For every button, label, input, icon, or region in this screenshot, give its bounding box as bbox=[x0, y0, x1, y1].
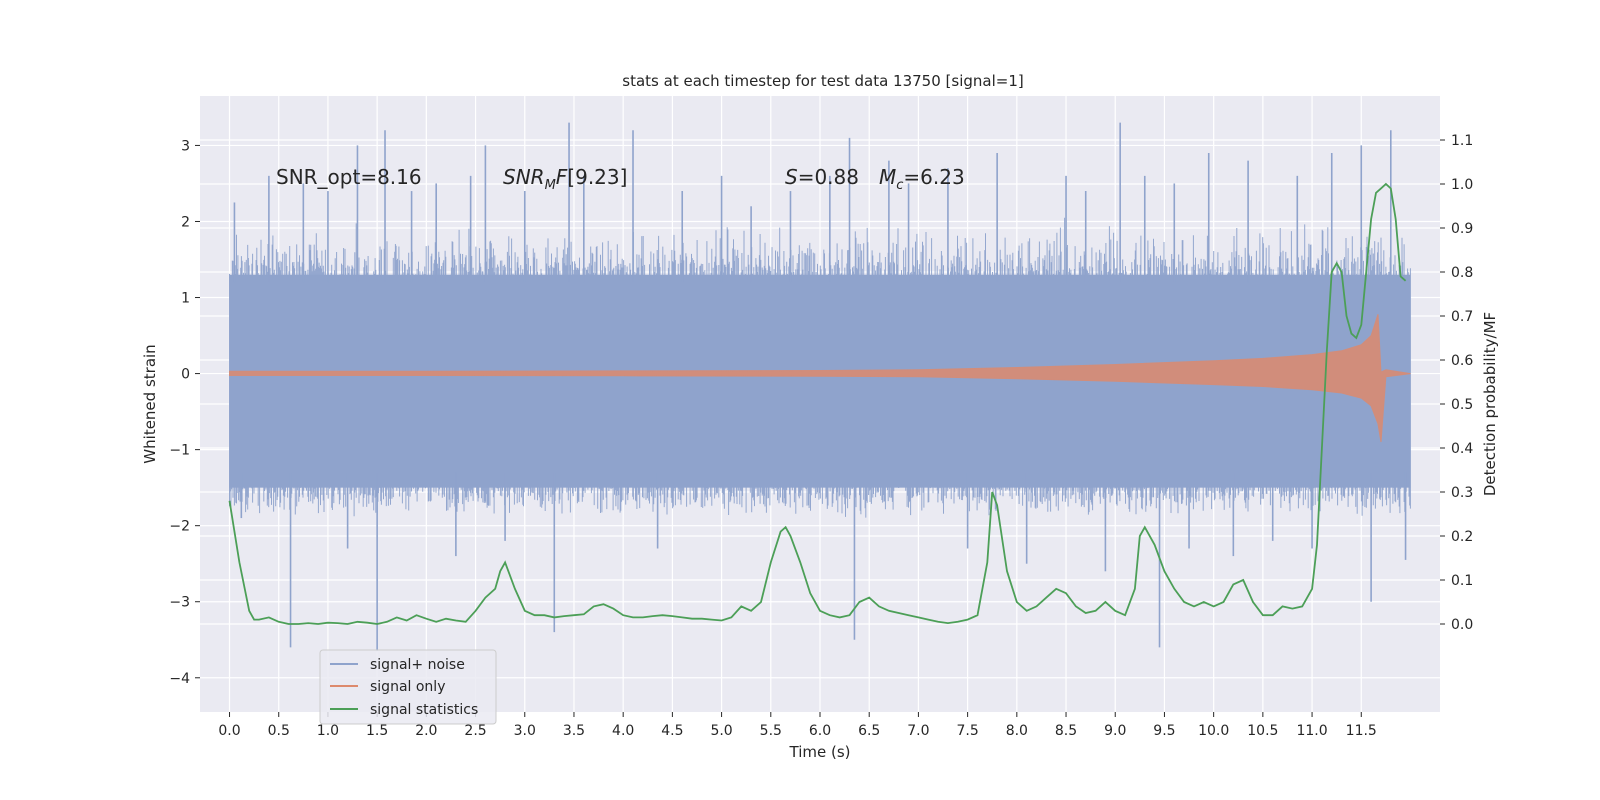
y-tick-label: −1 bbox=[169, 443, 190, 459]
y-tick-label: 2 bbox=[181, 214, 190, 230]
x-tick-label: 6.5 bbox=[858, 723, 880, 739]
annotation-mc-value: Mc=6.23 bbox=[879, 165, 965, 193]
legend-label-signal-statistics: signal statistics bbox=[370, 702, 478, 718]
x-tick-label: 4.0 bbox=[612, 723, 634, 739]
y-tick-label: 0 bbox=[181, 367, 190, 383]
x-tick-label: 5.5 bbox=[760, 723, 782, 739]
y-right-tick-label: 0.9 bbox=[1451, 221, 1473, 237]
legend-label-signal-noise: signal+ noise bbox=[370, 657, 465, 673]
annotation-snr-mf: SNRMF[9.23] bbox=[503, 165, 627, 193]
y-axis-label-right: Detection probability/MF bbox=[1481, 312, 1499, 496]
series-signal-only bbox=[229, 314, 1411, 443]
x-tick-label: 8.0 bbox=[1006, 723, 1028, 739]
annotation-snr-opt: SNR_opt=8.16 bbox=[276, 165, 422, 189]
y-tick-label: 1 bbox=[181, 291, 190, 307]
x-tick-label: 7.5 bbox=[956, 723, 978, 739]
x-tick-label: 9.0 bbox=[1104, 723, 1126, 739]
x-tick-label: 2.5 bbox=[464, 723, 486, 739]
legend-label-signal-only: signal only bbox=[370, 679, 445, 695]
x-tick-label: 9.5 bbox=[1153, 723, 1175, 739]
x-tick-label: 0.5 bbox=[268, 723, 290, 739]
x-tick-label: 2.0 bbox=[415, 723, 437, 739]
x-tick-label: 0.0 bbox=[218, 723, 240, 739]
y-right-tick-label: 1.1 bbox=[1451, 133, 1473, 149]
x-tick-label: 11.0 bbox=[1296, 723, 1327, 739]
y-right-tick-label: 0.4 bbox=[1451, 441, 1473, 457]
y-tick-label: −2 bbox=[169, 519, 190, 535]
annotation-s-value: S=0.88 bbox=[785, 165, 859, 189]
y-right-tick-label: 0.1 bbox=[1451, 573, 1473, 589]
x-tick-label: 3.5 bbox=[563, 723, 585, 739]
y-right-tick-label: 0.8 bbox=[1451, 265, 1473, 281]
x-axis-label: Time (s) bbox=[789, 743, 851, 761]
annotation-snr-mf-value: [9.23] bbox=[567, 165, 627, 189]
y-right-tick-label: 0.5 bbox=[1451, 397, 1473, 413]
x-tick-label: 8.5 bbox=[1055, 723, 1077, 739]
legend-box bbox=[319, 649, 497, 725]
x-tick-label: 1.0 bbox=[317, 723, 339, 739]
y-tick-label: −3 bbox=[169, 595, 190, 611]
x-tick-label: 7.0 bbox=[907, 723, 929, 739]
x-tick-label: 3.0 bbox=[514, 723, 536, 739]
x-tick-label: 5.0 bbox=[710, 723, 732, 739]
y-ticks-left: 3 2 1 0 −1 −2 −3 −4 bbox=[169, 138, 200, 687]
x-tick-label: 11.5 bbox=[1346, 723, 1377, 739]
chart-title: stats at each timestep for test data 137… bbox=[622, 72, 1023, 90]
y-tick-label: −4 bbox=[169, 671, 190, 687]
y-right-tick-label: 0.7 bbox=[1451, 309, 1473, 325]
annotation-s-number: =0.88 bbox=[798, 165, 859, 189]
x-tick-label: 10.5 bbox=[1247, 723, 1278, 739]
y-tick-label: 3 bbox=[181, 138, 190, 154]
annotation-mc-number: =6.23 bbox=[903, 165, 964, 189]
legend: signal+ noise signal only signal statist… bbox=[319, 649, 497, 725]
x-tick-label: 6.0 bbox=[809, 723, 831, 739]
signal-envelope bbox=[229, 314, 1411, 443]
x-tick-label: 1.5 bbox=[366, 723, 388, 739]
y-right-tick-label: 0.2 bbox=[1451, 529, 1473, 545]
x-ticks: 0.0 0.5 1.0 1.5 2.0 2.5 3.0 3.5 4.0 4.5 5.0 5.5 6.0 6… bbox=[218, 712, 1377, 739]
annotations: SNR_opt=8.16 SNRMF[9.23] S=0.88 Mc=6.23 bbox=[276, 165, 965, 193]
x-tick-label: 4.5 bbox=[661, 723, 683, 739]
y-axis-label: Whitened strain bbox=[141, 344, 159, 463]
y-right-tick-label: 1.0 bbox=[1451, 177, 1473, 193]
x-tick-label: 10.0 bbox=[1198, 723, 1229, 739]
y-right-tick-label: 0.3 bbox=[1451, 485, 1473, 501]
y-ticks-right: 1.1 1.0 0.9 0.8 0.7 0.6 0.5 0.4 0.3 0.2 0.1 0.0 bbox=[1440, 133, 1473, 633]
y-right-tick-label: 0.0 bbox=[1451, 617, 1473, 633]
statistics-line bbox=[228, 182, 1407, 625]
series-signal-statistics bbox=[228, 182, 1407, 625]
y-right-tick-label: 0.6 bbox=[1451, 353, 1473, 369]
